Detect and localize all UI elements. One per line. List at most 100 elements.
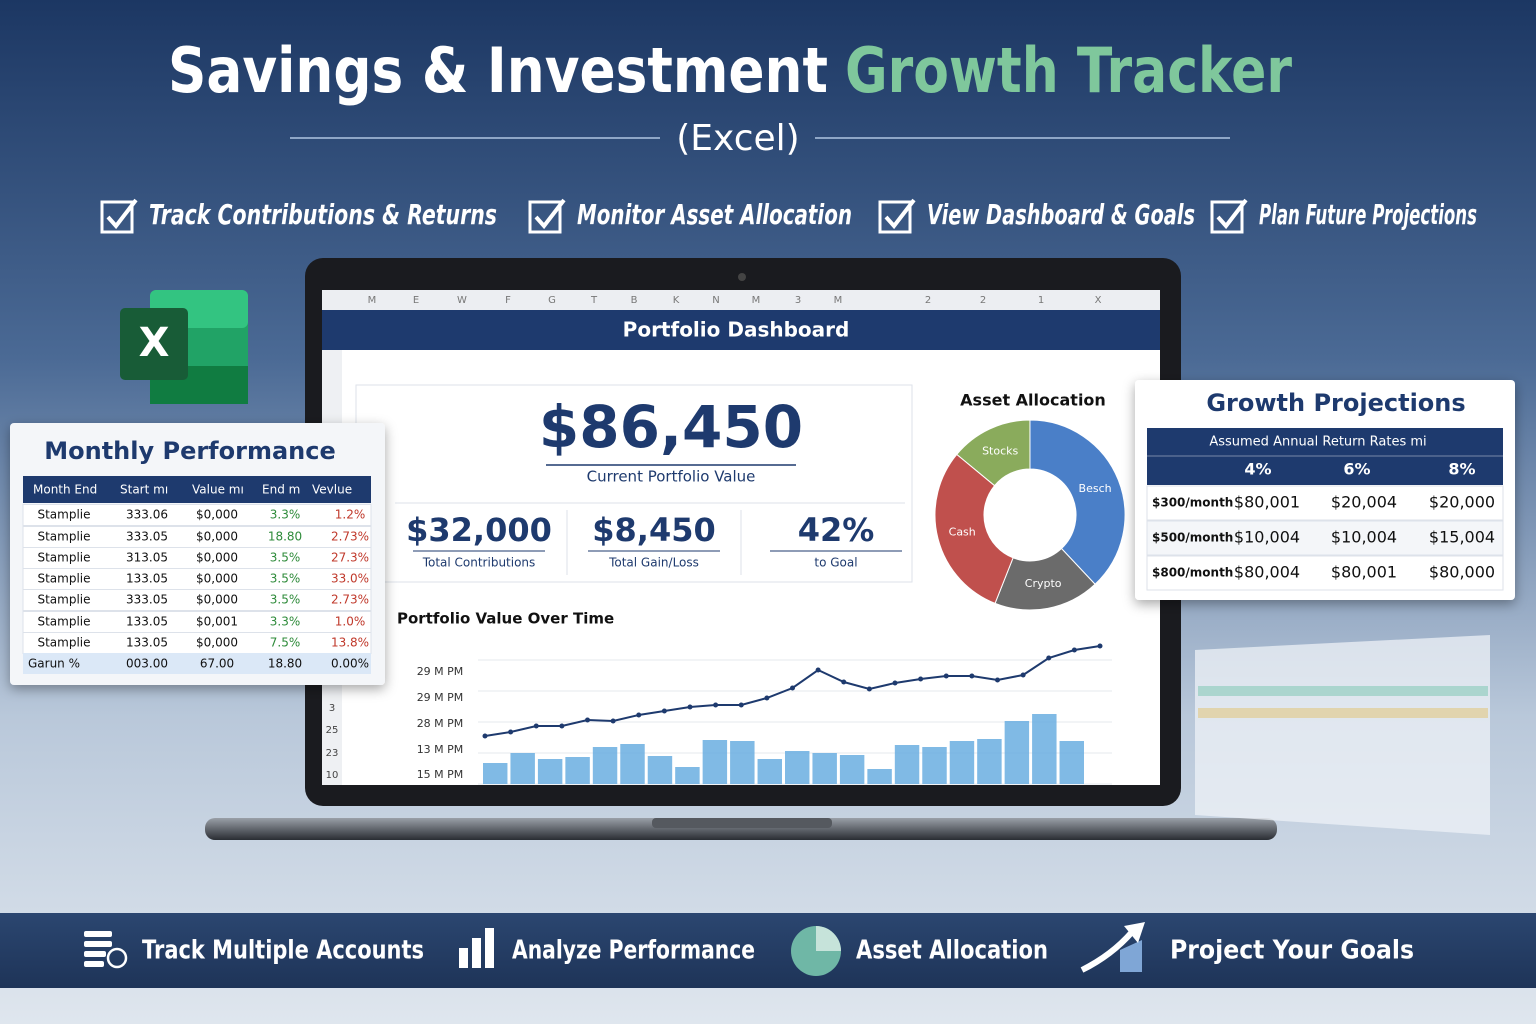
line-point [918,676,924,682]
chart-title: Portfolio Value Over Time [397,610,614,628]
toolbar-item: 1 [1038,295,1044,306]
cell: Stamplie [37,593,90,607]
line-point [1020,672,1026,678]
footer-icon [791,926,841,976]
cell: Stamplie [37,636,90,650]
cell: 333.05 [126,593,168,607]
cell: $10,004 [1331,528,1397,547]
table-row [1146,485,1504,521]
cell: $0,000 [196,593,238,607]
line-point [866,686,872,692]
panel-title: Growth Projections [1206,389,1465,417]
total-cell: 003.00 [126,657,168,671]
footer-item: Asset Allocation [856,936,1048,966]
cell: 333.05 [126,530,168,544]
kpi-label: Total Gain/Loss [608,556,699,570]
checkbox [1210,200,1244,234]
bar [510,753,535,784]
camera [738,273,746,281]
slice-label: Besch [1079,482,1112,495]
chart-title: Asset Allocation [960,391,1106,410]
line-point [764,695,770,701]
cell: 18.80 [268,530,302,544]
line-point [815,667,821,673]
bar [812,753,837,784]
excel-logo: X [120,290,248,404]
footer-item: Analyze Performance [512,936,755,966]
toolbar-item: X [1095,295,1102,306]
bar [1004,721,1030,784]
cell: 13.8% [331,636,369,650]
cell: 133.05 [126,636,168,650]
toolbar-item: W [457,295,467,306]
cell: $80,000 [1429,563,1495,582]
cell: $80,004 [1234,563,1300,582]
toolbar-item: T [590,295,598,306]
line-point [995,677,1000,683]
table-row [1146,520,1504,556]
row-number: 3 [329,703,335,714]
column-header: End m [262,483,300,497]
line-point [636,712,642,718]
cell: 133.05 [126,615,168,629]
line-point [738,702,744,708]
pie-slice [934,453,1014,604]
table-total [23,653,371,674]
table-row [1146,555,1504,591]
bar [702,740,728,784]
line-point [969,673,975,679]
toolbar-item: M [368,295,377,306]
total-cell: Garun % [28,657,80,671]
line-point [790,685,795,691]
checkmark [1216,198,1248,230]
bar [922,747,947,784]
toolbar-item: M [834,295,843,306]
bar [592,747,618,784]
line-point [943,673,949,679]
bar [839,755,865,784]
line-point [1046,655,1052,661]
column-header: Start mı [120,483,168,497]
feature: Track Contributions & Returns [149,198,497,231]
cell: $0,000 [196,636,238,650]
bar [785,751,810,784]
cell: 3.5% [270,572,301,586]
table-row [22,504,372,526]
svg-text:X: X [139,320,170,366]
bar [1059,741,1084,784]
panel-title: Monthly Performance [44,437,336,465]
title: Savings & Investment [168,34,828,107]
total-cell: 18.80 [268,657,302,671]
line-point [533,723,539,729]
cell: Stamplie [37,551,90,565]
line-point [610,718,616,724]
kpi-main-value: $86,450 [539,393,803,461]
bar [537,759,563,784]
cell: $0,001 [196,615,238,629]
cell: $80,001 [1331,563,1397,582]
row-number: 25 [326,725,339,736]
footer-icon [1080,922,1145,973]
bar [949,741,975,784]
kpi-label: Total Contributions [422,556,536,570]
cell: 1.2% [335,508,366,522]
cell: 2.73% [331,593,369,607]
toolbar-item: G [548,295,556,306]
slice-label: Cash [949,525,976,538]
rate-header: 4% [1244,460,1271,479]
kpi-main-label: Current Portfolio Value [587,468,756,486]
rate-header: 8% [1448,460,1475,479]
rate-header: 6% [1343,460,1370,479]
bar [730,741,755,784]
footer-bar [0,913,1536,988]
bar [894,745,920,784]
feature: View Dashboard & Goals [927,198,1195,231]
cell: $80,001 [1234,493,1300,512]
line-point [892,680,898,686]
column-header: Month End [33,483,97,497]
checkmark [106,198,138,230]
line-point [559,723,565,729]
slice-label: Crypto [1025,577,1062,590]
cell: Stamplie [37,508,90,522]
